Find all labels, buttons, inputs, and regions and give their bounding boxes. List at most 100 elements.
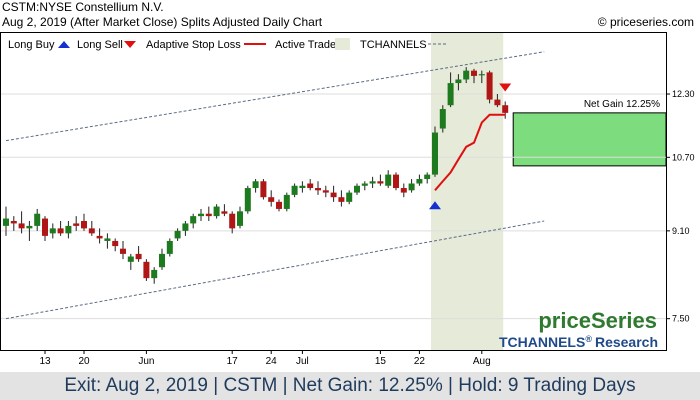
candle-body xyxy=(182,223,189,231)
candle-body xyxy=(400,188,407,193)
x-tick-label: 22 xyxy=(414,356,426,367)
candle-body xyxy=(88,228,95,234)
x-tick-label: Jun xyxy=(138,356,154,367)
legend-buy-arrow-icon xyxy=(58,41,70,48)
candle-body xyxy=(221,211,228,214)
candle-body xyxy=(96,235,103,239)
candle-body xyxy=(377,181,384,184)
candle-body xyxy=(369,181,376,184)
candle-body xyxy=(432,132,438,175)
candle-body xyxy=(385,174,392,186)
candle-body xyxy=(283,194,290,209)
candle-body xyxy=(166,240,173,254)
candle-body xyxy=(393,174,399,189)
candle-body xyxy=(135,253,142,260)
long-buy-arrow-icon xyxy=(429,201,441,210)
candle-body xyxy=(213,206,220,217)
candle-body xyxy=(463,70,470,80)
candle-body xyxy=(34,213,41,226)
copyright-label: © priceseries.com xyxy=(597,15,694,29)
legend-channels-label: TCHANNELS xyxy=(360,39,427,51)
candle-body xyxy=(471,70,477,76)
candle-body xyxy=(478,74,485,76)
candle-body xyxy=(439,109,446,129)
candle-body xyxy=(268,197,275,202)
candle-body xyxy=(120,248,126,254)
candle-body xyxy=(65,225,72,234)
candle-body xyxy=(307,183,314,189)
candle-body xyxy=(143,261,150,279)
candle-body xyxy=(260,181,267,198)
legend-active-label: Active Trade xyxy=(275,39,336,51)
y-tick-label: 7.50 xyxy=(672,314,690,324)
x-tick-label: 15 xyxy=(375,356,387,367)
candle-body xyxy=(151,269,158,279)
upper-channel-line xyxy=(5,51,545,142)
candle-body xyxy=(416,179,423,184)
candle-body xyxy=(237,211,243,226)
candle-body xyxy=(205,213,212,217)
brand-logo: priceSeries xyxy=(538,308,657,333)
candle-body xyxy=(18,223,25,229)
candle-body xyxy=(174,230,181,239)
chart-subtitle: Aug 2, 2019 (After Market Close) Splits … xyxy=(2,15,323,29)
candle-body xyxy=(57,228,64,234)
candle-body xyxy=(361,183,368,186)
legend-stop-label: Adaptive Stop Loss xyxy=(146,39,241,51)
legend-active-swatch-icon xyxy=(335,38,350,50)
candle-body xyxy=(42,218,48,236)
long-sell-arrow-icon xyxy=(499,83,512,92)
candle-body xyxy=(159,253,165,268)
candle-body xyxy=(424,174,431,180)
candle-body xyxy=(502,105,509,113)
candle-body xyxy=(494,99,501,106)
candle-body xyxy=(73,223,80,226)
candle-body xyxy=(408,183,415,191)
candle-body xyxy=(455,79,462,84)
candle-body xyxy=(198,213,204,217)
candle-body xyxy=(486,72,493,100)
candle-body xyxy=(3,218,9,226)
legend-long-buy-label: Long Buy xyxy=(8,39,55,51)
legend-long-sell-label: Long Sell xyxy=(77,39,123,51)
y-tick-label: 12.30 xyxy=(672,89,695,99)
candle-body xyxy=(10,220,17,224)
y-tick-label: 10.70 xyxy=(672,152,695,162)
y-tick-label: 9.10 xyxy=(672,226,690,236)
candle-body xyxy=(229,213,236,229)
candle-body xyxy=(252,181,259,189)
brand-subtitle: TCHANNELS® Research xyxy=(499,334,658,350)
candle-body xyxy=(104,238,111,241)
chart-title: CSTM:NYSE Constellium N.V. xyxy=(2,0,164,14)
candle-body xyxy=(49,228,56,234)
candle-body xyxy=(338,197,345,202)
lower-channel-line xyxy=(5,220,545,320)
candle-body xyxy=(291,185,298,195)
adaptive-stop-line xyxy=(434,113,506,191)
candle-body xyxy=(127,256,134,262)
candle-body xyxy=(354,185,360,193)
candle-body xyxy=(315,188,321,191)
candle-body xyxy=(26,225,33,229)
trade-summary-footer: Exit: Aug 2, 2019 | CSTM | Net Gain: 12.… xyxy=(0,372,700,400)
candle-body xyxy=(112,240,119,247)
candle-body xyxy=(322,190,329,193)
x-tick-label: 20 xyxy=(78,356,90,367)
x-tick-label: Aug xyxy=(473,356,491,367)
price-chart: Net Gain 12.25% 12.30 10.70 9.10 7.50 13 20 Ju… xyxy=(0,32,695,367)
x-tick-label: 24 xyxy=(266,356,278,367)
candle-body xyxy=(299,185,306,189)
candle-body xyxy=(346,192,353,202)
candle-body xyxy=(276,201,282,209)
net-gain-label: Net Gain 12.25% xyxy=(584,99,660,110)
x-tick-label: 17 xyxy=(227,356,239,367)
x-tick-label: Jul xyxy=(296,356,309,367)
net-gain-box xyxy=(512,112,667,167)
candle-body xyxy=(330,192,337,198)
candle-body xyxy=(190,216,197,224)
plot-frame xyxy=(0,32,667,351)
candle-body xyxy=(244,188,251,212)
candle-body xyxy=(447,83,454,106)
candle-body xyxy=(81,220,87,229)
legend-sell-arrow-icon xyxy=(124,41,136,48)
